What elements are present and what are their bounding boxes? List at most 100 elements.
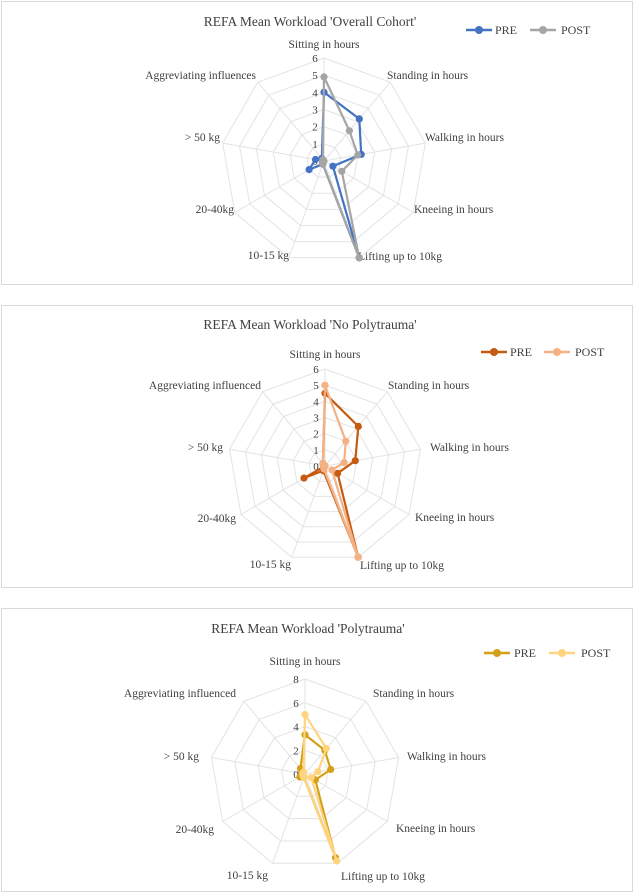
category-label: 10-15 kg: [227, 870, 268, 882]
legend-label-post: POST: [581, 646, 611, 660]
category-label: 20-40kg: [196, 204, 235, 216]
category-label: Lifting up to 10kg: [360, 560, 444, 572]
radial-tick-label: 1: [312, 139, 318, 151]
category-label: Aggreviating influenced: [124, 688, 236, 700]
radial-tick-label: 2: [313, 429, 319, 441]
category-label: Standing in hours: [373, 688, 455, 700]
legend: PRE POST: [484, 646, 611, 660]
grid-spoke: [222, 142, 325, 162]
category-label: Standing in hours: [387, 70, 469, 82]
data-point: [340, 459, 348, 467]
data-point: [299, 768, 308, 776]
radial-tick-label: 0: [293, 769, 299, 781]
radial-tick-label: 6: [293, 698, 299, 710]
legend-item-pre: PRE: [481, 345, 532, 359]
category-labels: Sitting in hours Standing in hours Walki…: [145, 39, 504, 263]
category-label: Walking in hours: [430, 442, 509, 454]
series-post: [299, 711, 341, 865]
data-point: [329, 162, 337, 170]
category-label: Standing in hours: [388, 380, 470, 392]
data-point: [355, 254, 363, 262]
data-point: [319, 459, 327, 468]
category-label: Sitting in hours: [270, 656, 341, 668]
grid-ring: [292, 433, 358, 497]
chart-title: REFA Mean Workload 'No Polytrauma': [203, 317, 416, 332]
radar-chart-no-polytrauma: REFA Mean Workload 'No Polytrauma' 0 1 2 3 4…: [149, 317, 605, 572]
data-point: [333, 857, 341, 865]
data-point: [334, 469, 342, 477]
grid-spoke: [304, 700, 367, 775]
chart-panel-polytrauma: REFA Mean Workload 'Polytrauma' 0 2 4 6 8 Si…: [1, 608, 633, 892]
grid-ring: [238, 74, 410, 243]
grid-ring: [210, 678, 400, 864]
category-label: 20-40kg: [176, 824, 215, 836]
legend-item-post: POST: [544, 345, 605, 359]
category-label: 10-15 kg: [248, 250, 289, 262]
data-point: [320, 73, 328, 81]
series-post: [319, 381, 362, 561]
radial-tick-label: 1: [313, 445, 319, 457]
grid-spoke: [211, 757, 306, 775]
grid-spoke: [229, 448, 326, 467]
category-label: > 50 kg: [185, 132, 220, 144]
radial-tick-label: 8: [293, 674, 299, 686]
chart-title: REFA Mean Workload 'Polytrauma': [211, 621, 404, 636]
radial-tick-label: 0: [313, 461, 319, 473]
grid-spoke: [243, 700, 306, 775]
legend-marker-post: [539, 26, 547, 34]
radar-grid: [222, 57, 426, 259]
category-labels: Sitting in hours Standing in hours Walki…: [124, 656, 487, 883]
radial-tick-label: 3: [313, 413, 319, 425]
grid-spoke: [323, 142, 426, 162]
data-point: [314, 768, 322, 776]
radial-tick-label: 3: [312, 105, 318, 117]
radial-tick-label: 5: [313, 380, 319, 392]
grid-ring: [234, 702, 376, 842]
series-post: [318, 73, 363, 262]
category-label: Walking in hours: [407, 751, 486, 763]
category-labels: Sitting in hours Standing in hours Walki…: [149, 349, 510, 572]
radial-tick-label: 2: [312, 122, 318, 134]
category-label: Aggreviating influences: [145, 70, 256, 82]
grid-ring: [276, 416, 374, 513]
category-label: Aggreviating influenced: [149, 380, 261, 392]
category-label: Kneeing in hours: [415, 512, 495, 524]
data-point: [300, 474, 308, 482]
radial-tick-label: 2: [293, 745, 299, 757]
grid-spoke: [222, 773, 306, 822]
grid-ring: [281, 749, 329, 797]
radial-tick-label: 4: [313, 396, 319, 408]
data-point: [345, 127, 353, 135]
data-point: [321, 381, 329, 389]
legend-label-post: POST: [561, 23, 591, 37]
radar-chart-overall-cohort: REFA Mean Workload 'Overall Cohort' 0123…: [145, 14, 591, 263]
radial-tick-label: 4: [312, 87, 318, 99]
data-point: [354, 553, 362, 561]
legend-label-pre: PRE: [510, 345, 532, 359]
grid-ring: [308, 449, 342, 482]
grid-spoke: [257, 81, 325, 162]
legend-item-pre: PRE: [484, 646, 536, 660]
data-point: [322, 744, 330, 753]
grid-spoke: [323, 160, 414, 213]
grid-ring: [306, 143, 342, 178]
series-group: [305, 73, 365, 262]
data-point: [319, 156, 327, 164]
data-point: [338, 167, 346, 175]
chart-panel-overall-cohort: REFA Mean Workload 'Overall Cohort' 0123…: [1, 1, 633, 285]
radial-tick-label: 5: [312, 70, 318, 82]
legend-marker-post: [553, 348, 561, 356]
legend-label-pre: PRE: [514, 646, 536, 660]
grid-spoke: [324, 448, 421, 467]
chart-title: REFA Mean Workload 'Overall Cohort': [204, 14, 417, 29]
category-label: Lifting up to 10kg: [358, 251, 442, 263]
grid-ring: [272, 108, 376, 210]
data-point: [301, 711, 309, 719]
category-label: Kneeing in hours: [396, 823, 476, 835]
data-point: [351, 457, 359, 465]
legend-item-post: POST: [530, 23, 591, 37]
grid-ring: [228, 368, 422, 558]
grid-spoke: [291, 465, 326, 558]
data-point: [354, 422, 362, 430]
legend-marker-pre: [490, 348, 498, 356]
